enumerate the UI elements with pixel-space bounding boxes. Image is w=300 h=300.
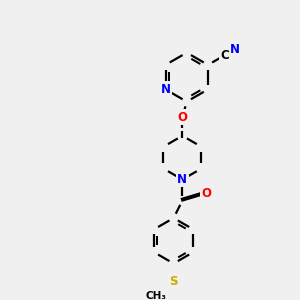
Text: N: N (230, 43, 240, 56)
Text: N: N (160, 83, 170, 96)
Text: CH₃: CH₃ (146, 291, 167, 300)
Text: N: N (177, 173, 188, 186)
Text: S: S (169, 274, 178, 287)
Text: O: O (177, 111, 188, 124)
Text: C: C (220, 49, 229, 62)
Text: O: O (201, 187, 211, 200)
